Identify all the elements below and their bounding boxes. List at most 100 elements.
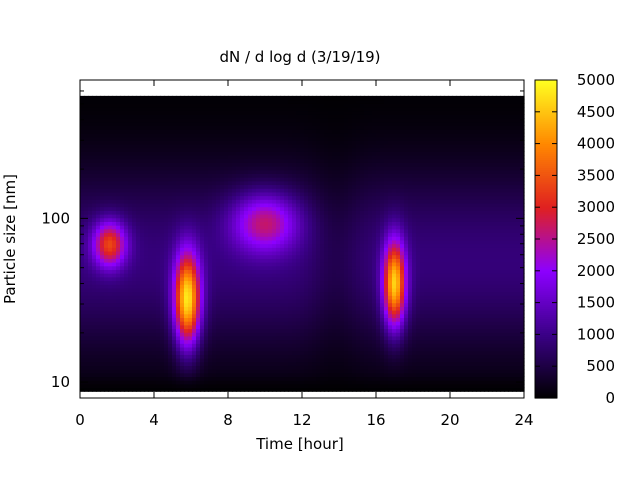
- heatmap-cell: [124, 114, 129, 119]
- heatmap-cell: [280, 188, 285, 193]
- heatmap-cell: [108, 166, 113, 171]
- heatmap-cell: [128, 132, 133, 138]
- heatmap-cell: [236, 191, 241, 197]
- heatmap-cell: [236, 239, 241, 245]
- heatmap-cell: [92, 276, 97, 282]
- heatmap-cell: [280, 166, 285, 171]
- heatmap-cell: [244, 383, 249, 389]
- heatmap-cell: [296, 114, 301, 119]
- heatmap-cell: [328, 380, 333, 385]
- heatmap-cell: [140, 310, 145, 315]
- heatmap-cell: [220, 310, 225, 315]
- heatmap-cell: [148, 247, 153, 252]
- heatmap-cell: [300, 372, 305, 378]
- heatmap-cell: [92, 121, 97, 126]
- heatmap-cell: [168, 383, 173, 389]
- heatmap-cell: [152, 228, 157, 234]
- heatmap-cell: [276, 173, 281, 178]
- heatmap-cell: [136, 357, 141, 363]
- heatmap-cell: [156, 295, 161, 300]
- heatmap-cell: [252, 166, 257, 171]
- heatmap-cell: [192, 132, 197, 138]
- heatmap-cell: [308, 184, 313, 189]
- heatmap-cell: [252, 365, 257, 370]
- heatmap-cell: [320, 262, 325, 267]
- heatmap-cell: [316, 269, 321, 274]
- heatmap-cell: [132, 306, 137, 311]
- heatmap-cell: [88, 199, 93, 204]
- heatmap-cell: [248, 158, 253, 163]
- heatmap-cell: [144, 250, 149, 256]
- heatmap-cell: [160, 184, 165, 189]
- heatmap-cell: [288, 339, 293, 344]
- heatmap-cell: [80, 317, 85, 322]
- heatmap-cell: [304, 387, 309, 392]
- heatmap-cell: [148, 262, 153, 267]
- heatmap-cell: [88, 332, 93, 337]
- heatmap-cell: [228, 158, 233, 163]
- heatmap-cell: [220, 372, 225, 378]
- heatmap-cell: [292, 284, 297, 289]
- heatmap-cell: [156, 354, 161, 359]
- heatmap-cell: [272, 236, 277, 241]
- heatmap-cell: [272, 166, 277, 171]
- heatmap-cell: [224, 228, 229, 234]
- heatmap-cell: [308, 110, 313, 115]
- heatmap-cell: [320, 343, 325, 348]
- heatmap-cell: [192, 280, 197, 285]
- heatmap-cell: [276, 354, 281, 359]
- heatmap-cell: [308, 154, 313, 160]
- heatmap-cell: [272, 254, 277, 259]
- heatmap-cell: [160, 95, 165, 101]
- heatmap-cell: [92, 214, 97, 219]
- heatmap-cell: [308, 132, 313, 138]
- heatmap-cell: [204, 361, 209, 366]
- heatmap-cell: [188, 265, 193, 270]
- heatmap-cell: [108, 273, 113, 278]
- heatmap-cell: [292, 346, 297, 352]
- heatmap-cell: [104, 162, 109, 167]
- heatmap-cell: [160, 106, 165, 112]
- heatmap-cell: [300, 147, 305, 152]
- heatmap-cell: [180, 140, 185, 145]
- heatmap-cell: [164, 306, 169, 311]
- heatmap-cell: [84, 265, 89, 270]
- heatmap-cell: [204, 383, 209, 389]
- heatmap-cell: [292, 273, 297, 278]
- heatmap-cell: [188, 121, 193, 126]
- heatmap-cell: [216, 317, 221, 322]
- heatmap-cell: [228, 236, 233, 241]
- heatmap-cell: [256, 121, 261, 126]
- heatmap-cell: [148, 95, 153, 101]
- heatmap-cell: [280, 143, 285, 149]
- heatmap-cell: [96, 258, 101, 263]
- heatmap-cell: [304, 184, 309, 189]
- heatmap-cell: [220, 202, 225, 208]
- heatmap-cell: [308, 199, 313, 204]
- heatmap-cell: [264, 232, 269, 237]
- heatmap-cell: [148, 195, 153, 200]
- heatmap-cell: [128, 103, 133, 108]
- heatmap-cell: [236, 114, 241, 119]
- heatmap-cell: [80, 121, 85, 126]
- heatmap-cell: [300, 284, 305, 289]
- heatmap-cell: [284, 317, 289, 322]
- heatmap-cell: [272, 317, 277, 322]
- heatmap-cell: [228, 350, 233, 355]
- heatmap-cell: [128, 295, 133, 300]
- heatmap-cell: [312, 361, 317, 366]
- heatmap-cell: [232, 140, 237, 145]
- heatmap-cell: [172, 317, 177, 322]
- heatmap-cell: [116, 383, 121, 389]
- heatmap-cell: [312, 346, 317, 352]
- heatmap-cell: [324, 321, 329, 326]
- heatmap-cell: [256, 206, 261, 211]
- heatmap-cell: [156, 346, 161, 352]
- heatmap-cell: [84, 287, 89, 293]
- heatmap-cell: [312, 169, 317, 174]
- heatmap-cell: [268, 195, 273, 200]
- heatmap-cell: [104, 110, 109, 115]
- heatmap-cell: [240, 184, 245, 189]
- heatmap-cell: [108, 202, 113, 208]
- heatmap-cell: [284, 184, 289, 189]
